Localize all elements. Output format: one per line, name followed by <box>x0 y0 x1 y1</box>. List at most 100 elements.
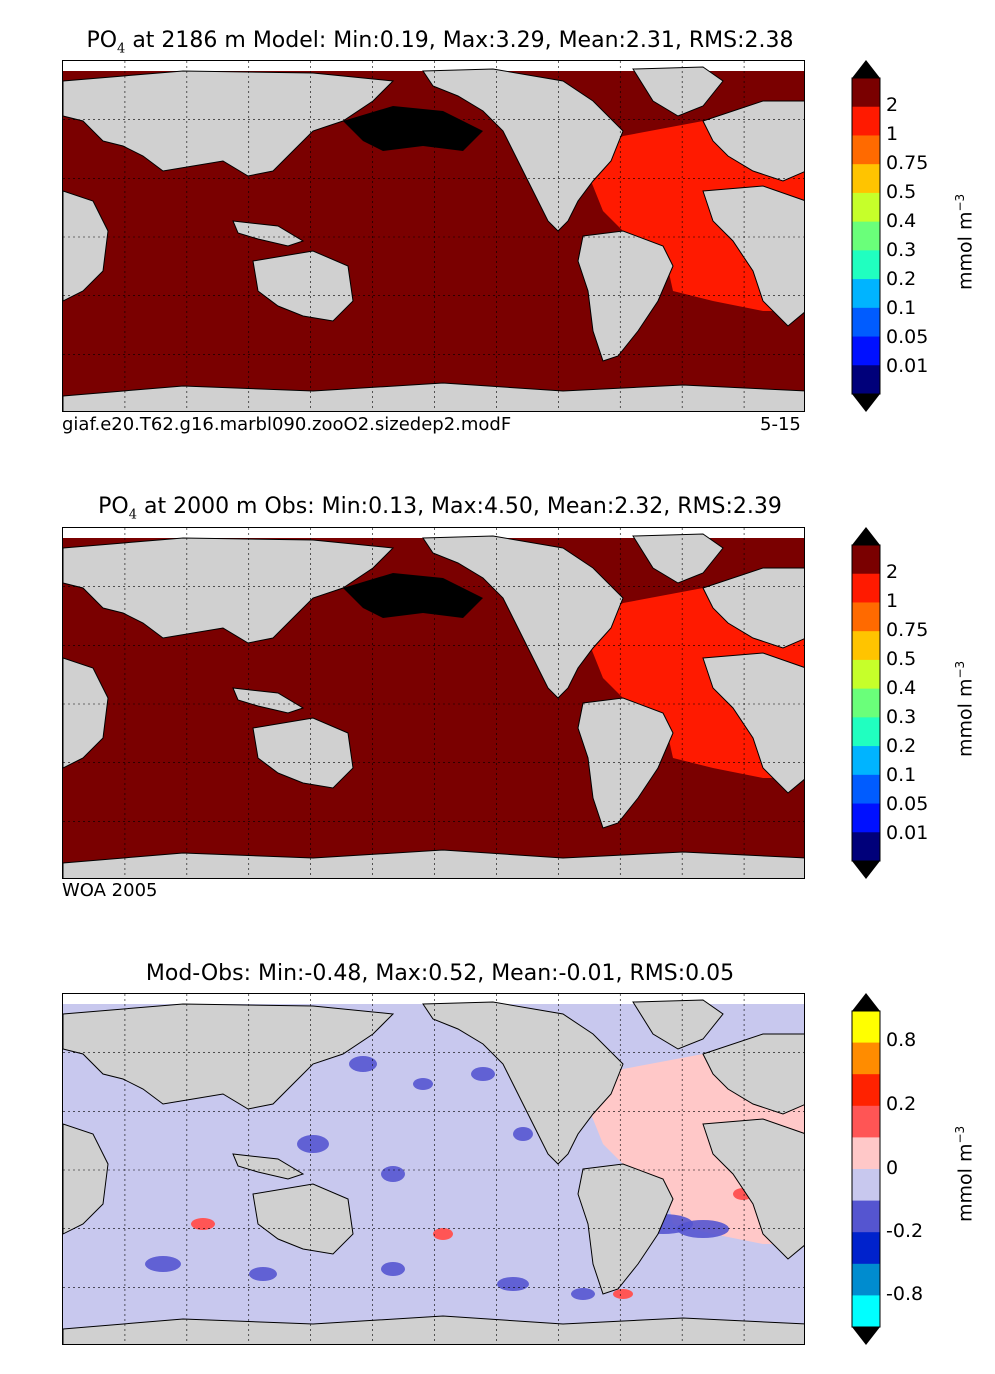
model-colorbar <box>851 60 881 412</box>
indonesia-landmass <box>232 1153 305 1180</box>
colorbar-swatch <box>852 106 880 136</box>
antarctica-landmass <box>63 1315 804 1344</box>
colorbar-swatch <box>852 717 880 747</box>
cb-tick: 0.05 <box>886 326 929 348</box>
colorbar-swatch <box>852 1169 880 1202</box>
model-map <box>62 60 805 412</box>
colorbar-swatch <box>852 1263 880 1296</box>
colorbar-swatch <box>852 78 880 108</box>
cb-tick: 0.01 <box>886 355 929 377</box>
colorbar-swatch <box>852 1042 880 1075</box>
cb-tick: 0.2 <box>886 735 917 757</box>
africa-landmass <box>702 1118 804 1260</box>
cb-tick: 0.1 <box>886 764 917 786</box>
australia-landmass <box>252 250 354 322</box>
colorbar-swatch <box>852 279 880 309</box>
colorbar-frame <box>851 77 881 395</box>
colorbar-swatch <box>852 1105 880 1138</box>
cb-tick: 0.75 <box>886 619 929 641</box>
obs-colorbar-label: mmol m−3 <box>953 660 977 757</box>
colorbar-swatch <box>852 1011 880 1044</box>
colorbar-top-arrow <box>852 60 880 78</box>
cb-tick: 0.05 <box>886 793 929 815</box>
colorbar-swatch <box>852 746 880 776</box>
colorbar-frame <box>851 544 881 862</box>
europe-west-landmass <box>702 567 804 649</box>
colorbar-swatch <box>852 135 880 165</box>
diff-title: Mod-Obs: Min:-0.48, Max:0.52, Mean:-0.01… <box>145 961 735 986</box>
europe-west-landmass <box>702 100 804 182</box>
africa-east-landmass <box>63 190 109 302</box>
colorbar-swatch <box>852 1200 880 1233</box>
cb-tick: 0 <box>886 1157 899 1179</box>
cb-tick: -0.8 <box>886 1283 924 1305</box>
anomaly-blob <box>297 1135 329 1153</box>
colorbar-swatch <box>852 545 880 575</box>
colorbar-bottom-arrow <box>852 394 880 412</box>
cb-tick: 0.2 <box>886 268 917 290</box>
arctic-nodata <box>63 994 804 1004</box>
diff-colorbar-label: mmol m−3 <box>953 1125 977 1222</box>
north-america-landmass <box>422 535 624 699</box>
indonesia-landmass <box>232 687 305 714</box>
colorbar-swatch <box>852 250 880 280</box>
colorbar-swatch <box>852 336 880 366</box>
diff-map <box>62 993 805 1345</box>
colorbar-top-arrow <box>852 993 880 1011</box>
cb-tick: 0.8 <box>886 1029 917 1051</box>
cb-tick: 0.2 <box>886 1093 917 1115</box>
obs-title: PO4 at 2000 m Obs: Min:0.13, Max:4.50, M… <box>98 494 782 523</box>
colorbar-swatch <box>852 365 880 395</box>
model-year-range: 5-15 <box>760 414 801 435</box>
anomaly-blob <box>381 1262 405 1276</box>
north-pacific-high-field <box>343 106 483 151</box>
cb-tick: 0.5 <box>886 181 917 203</box>
colorbar-swatch <box>852 1074 880 1107</box>
diff-colorbar <box>851 993 881 1345</box>
colorbar-swatch <box>852 221 880 251</box>
colorbar-swatch <box>852 631 880 661</box>
colorbar-swatch <box>852 1295 880 1328</box>
north-america-landmass <box>422 1001 624 1165</box>
anomaly-blob <box>349 1056 377 1072</box>
cb-tick: 0.3 <box>886 239 917 261</box>
indonesia-landmass <box>232 220 305 247</box>
greenland-landmass <box>632 999 724 1050</box>
australia-landmass <box>252 717 354 789</box>
anomaly-blob <box>249 1267 277 1281</box>
cb-tick: 0.01 <box>886 822 929 844</box>
antarctica-landmass <box>63 849 804 878</box>
anomaly-blob <box>381 1166 405 1182</box>
cb-tick: 0.75 <box>886 152 929 174</box>
north-america-landmass <box>422 68 624 232</box>
colorbar-frame <box>851 1010 881 1328</box>
positive-anomaly-blob <box>613 1289 633 1299</box>
obs-colorbar <box>851 527 881 879</box>
europe-west-landmass <box>702 1033 804 1115</box>
cb-tick: 2 <box>886 94 899 116</box>
anomaly-blob <box>677 1220 729 1238</box>
model-run-name: giaf.e20.T62.g16.marbl090.zooO2.sizedep2… <box>62 414 512 435</box>
colorbar-swatch <box>852 573 880 603</box>
antarctica-landmass <box>63 382 804 411</box>
cb-tick: 0.1 <box>886 297 917 319</box>
model-title: PO4 at 2186 m Model: Min:0.19, Max:3.29,… <box>86 28 794 57</box>
south-america-landmass <box>577 1163 674 1295</box>
cb-tick: 0.4 <box>886 677 917 699</box>
anomaly-blob <box>145 1256 181 1272</box>
cb-tick: 1 <box>886 590 899 612</box>
greenland-landmass <box>632 66 724 117</box>
cb-tick: 0.5 <box>886 648 917 670</box>
model-colorbar-label: mmol m−3 <box>953 193 977 290</box>
colorbar-swatch <box>852 1232 880 1265</box>
cb-tick: -0.2 <box>886 1220 924 1242</box>
cb-tick: 2 <box>886 561 899 583</box>
colorbar-swatch <box>852 832 880 862</box>
anomaly-blob <box>571 1288 595 1300</box>
positive-anomaly-blob <box>191 1218 215 1230</box>
cb-tick: 1 <box>886 123 899 145</box>
anomaly-blob <box>471 1067 495 1081</box>
colorbar-swatch <box>852 602 880 632</box>
colorbar-swatch <box>852 192 880 223</box>
greenland-landmass <box>632 533 724 584</box>
